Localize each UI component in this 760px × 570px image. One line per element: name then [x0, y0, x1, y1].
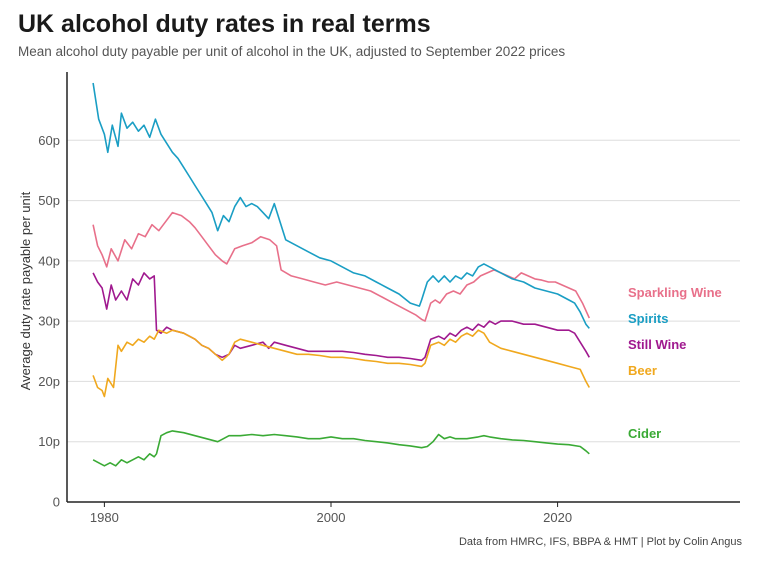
y-tick-label: 40p [38, 253, 60, 268]
series-label-cider: Cider [628, 426, 661, 441]
axes [66, 72, 740, 507]
y-tick-label: 20p [38, 374, 60, 389]
y-tick-label: 10p [38, 434, 60, 449]
x-tick-label: 2020 [543, 510, 572, 525]
x-tick-label: 1980 [90, 510, 119, 525]
y-tick-label: 30p [38, 314, 60, 329]
y-tick-label: 60p [38, 133, 60, 148]
x-tick-label: 2000 [317, 510, 346, 525]
chart-caption: Data from HMRC, IFS, BBPA & HMT | Plot b… [458, 536, 742, 548]
series-lines [92, 82, 591, 467]
series-label-sparkling-wine: Sparkling Wine [628, 285, 722, 300]
series-label-spirits: Spirits [628, 311, 668, 326]
y-tick-label: 50p [38, 193, 60, 208]
chart-subtitle: Mean alcohol duty payable per unit of al… [18, 44, 566, 59]
y-axis-title: Average duty rate payable per unit [18, 191, 33, 390]
series-line-beer [92, 329, 590, 398]
series-line-cider [92, 430, 590, 467]
y-tick-label: 0 [53, 495, 60, 510]
y-tick-labels: 0 10p 20p 30p 40p 50p 60p [38, 133, 60, 510]
series-label-still-wine: Still Wine [628, 337, 686, 352]
series-line-spirits [92, 82, 590, 329]
x-tick-labels: 1980 2000 2020 [90, 510, 572, 525]
series-labels: Sparkling Wine Spirits Still Wine Beer Cider [628, 285, 722, 441]
series-label-beer: Beer [628, 363, 657, 378]
series-line-still-wine [92, 272, 590, 362]
chart-title: UK alcohol duty rates in real terms [18, 10, 431, 38]
